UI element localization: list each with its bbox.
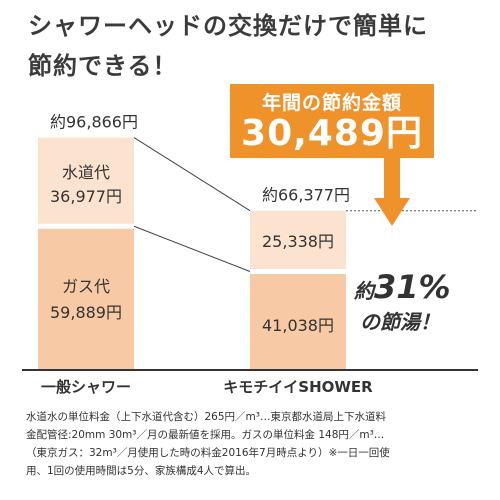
saving-prefix: 約 xyxy=(354,279,374,303)
segment-divider-1 xyxy=(250,269,346,275)
label-gas-value-0: 59,889円 xyxy=(50,303,122,322)
headline: シャワーヘッドの交換だけで簡単に 節約できる！ xyxy=(28,6,488,86)
annual-savings-callout: 年間の節約金額 30,489円 xyxy=(230,84,434,158)
connector-middle xyxy=(133,225,251,272)
saving-ratio-value: 31% xyxy=(374,268,451,306)
label-gas-value-1: 41,038円 xyxy=(262,316,334,335)
bar-water-0 xyxy=(38,137,134,227)
annual-savings-label: 年間の節約金額 xyxy=(261,92,402,114)
segment-divider-0 xyxy=(38,223,134,229)
headline-line-1: シャワーヘッドの交換だけで簡単に xyxy=(28,12,428,40)
saving-ratio-line: 約31% xyxy=(354,270,474,308)
annual-savings-amount: 30,489円 xyxy=(241,113,423,154)
label-water-name-0: 水道代 xyxy=(62,163,110,182)
footnote-line-1: 水道水の単位料金（上下水道代含む）265円／m³…東京都水道局上下水道料 xyxy=(26,411,386,423)
bar-gas-1 xyxy=(250,271,346,370)
label-total-1: 約66,377円 xyxy=(262,186,350,205)
bar-water-1 xyxy=(250,210,346,272)
category-label-0: 一般シャワー xyxy=(41,378,131,396)
arrow-shaft xyxy=(384,158,400,198)
label-water-value-1: 25,338円 xyxy=(262,232,334,251)
label-water-value-0: 36,977円 xyxy=(50,187,122,206)
connector-top xyxy=(133,137,251,212)
label-gas-name-0: ガス代 xyxy=(62,277,110,296)
bar-gas-0 xyxy=(38,226,134,370)
footnote-line-2: 金配管径:20mm 30m³／月の最新値を採用。ガスの単位料金 148円／m³… xyxy=(26,429,385,441)
footnote: 水道水の単位料金（上下水道代含む）265円／m³…東京都水道局上下水道料 金配管… xyxy=(26,408,494,480)
water-saving-note: 約31% の節湯！ xyxy=(354,270,474,336)
label-total-0: 約96,866円 xyxy=(50,113,138,132)
category-label-1: キモチイイSHOWER xyxy=(223,378,373,396)
footnote-line-3: （東京ガス：32m³／月使用した時の料金2016年7月時点より）※一日一回使 xyxy=(26,447,390,459)
headline-line-2: 節約できる！ xyxy=(28,52,178,80)
footnote-line-4: 用、1回の使用時間は5分、家族構成4人で算出。 xyxy=(26,465,257,477)
saving-suffix: の節湯！ xyxy=(360,310,440,334)
arrow-head-icon xyxy=(374,198,410,226)
